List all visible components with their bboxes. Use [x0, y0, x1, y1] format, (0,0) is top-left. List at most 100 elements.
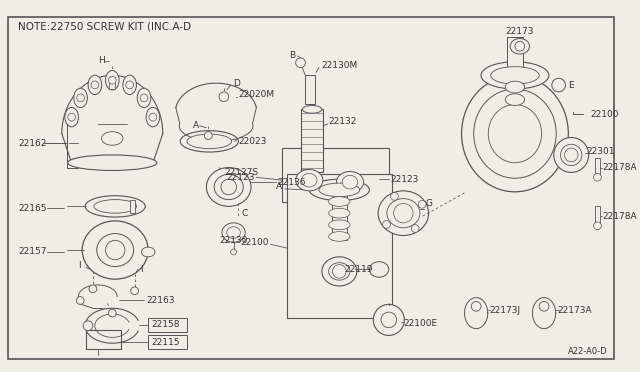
Text: 22163: 22163: [146, 296, 175, 305]
Circle shape: [418, 201, 426, 208]
Ellipse shape: [123, 75, 136, 94]
Bar: [305, 76, 315, 105]
Ellipse shape: [329, 263, 350, 280]
Text: I: I: [140, 265, 143, 274]
Circle shape: [394, 203, 413, 223]
Bar: [507, 36, 523, 90]
Ellipse shape: [329, 220, 350, 230]
Ellipse shape: [85, 196, 145, 217]
Circle shape: [333, 264, 346, 278]
Ellipse shape: [378, 191, 429, 235]
Text: 22165: 22165: [18, 204, 47, 213]
Circle shape: [91, 81, 99, 89]
Bar: [148, 318, 187, 331]
Circle shape: [383, 221, 390, 228]
Ellipse shape: [505, 81, 525, 93]
Circle shape: [552, 78, 565, 92]
Ellipse shape: [222, 223, 245, 242]
Circle shape: [77, 94, 84, 102]
Text: 22178A: 22178A: [602, 212, 637, 221]
Circle shape: [221, 179, 236, 195]
Circle shape: [108, 76, 116, 84]
Ellipse shape: [102, 132, 123, 145]
Ellipse shape: [491, 67, 540, 84]
Bar: [109, 77, 115, 89]
Text: 22023: 22023: [239, 137, 267, 146]
Ellipse shape: [474, 89, 556, 178]
Ellipse shape: [554, 138, 589, 172]
Text: 22136: 22136: [277, 177, 306, 187]
Ellipse shape: [337, 171, 364, 193]
Polygon shape: [465, 298, 488, 328]
Circle shape: [89, 285, 97, 293]
Text: 22157: 22157: [18, 247, 47, 256]
Circle shape: [515, 41, 525, 51]
Circle shape: [540, 301, 549, 311]
Text: A: A: [276, 183, 282, 192]
Text: C: C: [241, 209, 248, 218]
Circle shape: [296, 58, 305, 68]
Ellipse shape: [76, 296, 84, 304]
Circle shape: [593, 173, 602, 181]
Text: A22-A0-D: A22-A0-D: [568, 347, 607, 356]
Text: 22173A: 22173A: [557, 306, 592, 315]
Text: 22173J: 22173J: [490, 306, 521, 315]
Circle shape: [68, 113, 76, 121]
Ellipse shape: [146, 108, 159, 127]
Ellipse shape: [369, 262, 389, 277]
Text: 22178A: 22178A: [602, 163, 637, 172]
Circle shape: [126, 81, 134, 89]
Text: 22158: 22158: [151, 320, 180, 329]
Circle shape: [204, 132, 212, 140]
Circle shape: [564, 148, 578, 162]
Ellipse shape: [461, 76, 568, 192]
Text: I: I: [78, 261, 81, 270]
Text: 22123: 22123: [391, 175, 419, 184]
Ellipse shape: [329, 232, 350, 241]
Text: NOTE:22750 SCREW KIT (INC.A-D: NOTE:22750 SCREW KIT (INC.A-D: [18, 22, 191, 32]
Ellipse shape: [303, 106, 322, 113]
Circle shape: [471, 301, 481, 311]
Bar: [595, 158, 600, 177]
Circle shape: [131, 287, 138, 295]
Ellipse shape: [510, 39, 529, 54]
Text: 22130: 22130: [219, 236, 248, 245]
Polygon shape: [62, 76, 163, 134]
Ellipse shape: [296, 170, 323, 191]
Ellipse shape: [137, 88, 151, 108]
Ellipse shape: [319, 183, 360, 197]
Bar: [86, 330, 121, 349]
Text: A: A: [193, 121, 199, 130]
Text: 22127S: 22127S: [224, 168, 258, 177]
Ellipse shape: [309, 179, 369, 201]
Bar: [287, 174, 392, 318]
Circle shape: [593, 222, 602, 230]
Ellipse shape: [82, 221, 148, 279]
Bar: [301, 109, 323, 172]
Text: B: B: [289, 51, 296, 61]
Bar: [332, 190, 347, 240]
Ellipse shape: [187, 134, 232, 149]
Ellipse shape: [329, 208, 350, 218]
Ellipse shape: [227, 227, 241, 238]
Circle shape: [219, 92, 228, 102]
Text: 22301: 22301: [587, 147, 615, 155]
Text: 22173: 22173: [506, 27, 534, 36]
Polygon shape: [85, 308, 138, 343]
Circle shape: [373, 304, 404, 336]
Circle shape: [149, 113, 157, 121]
Circle shape: [106, 240, 125, 260]
Ellipse shape: [481, 62, 549, 89]
Ellipse shape: [97, 234, 134, 266]
Circle shape: [390, 193, 398, 200]
Ellipse shape: [106, 71, 119, 90]
Circle shape: [140, 94, 148, 102]
Circle shape: [381, 312, 397, 328]
Ellipse shape: [74, 88, 87, 108]
Text: E: E: [568, 81, 574, 90]
Text: H: H: [98, 56, 104, 65]
Circle shape: [412, 225, 419, 232]
Ellipse shape: [322, 257, 356, 286]
Ellipse shape: [88, 75, 102, 94]
Text: 22123: 22123: [227, 173, 255, 182]
